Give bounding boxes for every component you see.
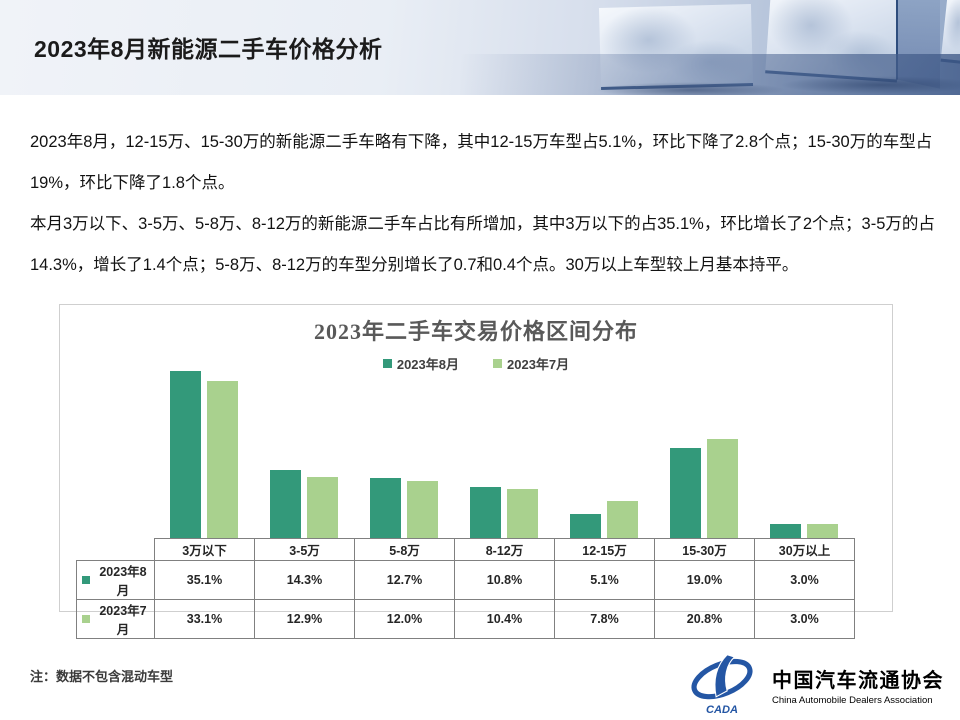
legend-label: 2023年8月 — [396, 357, 459, 372]
table-value-cell: 20.8% — [654, 599, 755, 639]
legend-swatch — [382, 359, 392, 368]
cada-logo-en: China Automobile Dealers Association — [772, 695, 933, 706]
table-row: 2023年7月 33.1% 12.9% 12.0% 10.4% 7.8% 20.8% 3.0% — [76, 599, 855, 639]
table-value-cell: 3.0% — [754, 599, 855, 639]
bar-group — [154, 367, 254, 538]
series-name: 2023年7月 — [99, 604, 147, 637]
chart-bar — [370, 477, 401, 538]
series-name: 2023年8月 — [99, 565, 147, 598]
table-value-cell: 3.0% — [754, 560, 855, 600]
table-header-cell: 5-8万 — [354, 538, 455, 561]
chart-bar — [170, 371, 201, 538]
table-value-cell: 19.0% — [654, 560, 755, 600]
bar-group — [754, 367, 854, 538]
table-corner-cell — [77, 539, 155, 561]
table-value-cell: 10.8% — [454, 560, 555, 600]
chart-bar — [807, 523, 838, 538]
chart-data-table: 3万以下 3-5万 5-8万 8-12万 12-15万 15-30万 30万以上 2023年8… — [76, 538, 855, 639]
legend-item: 2023年7月 — [493, 354, 569, 373]
table-value-cell: 12.9% — [254, 599, 355, 639]
footnote: 注：数据不包含混动车型 — [30, 669, 174, 684]
bar-group — [554, 367, 654, 538]
page-title: 2023年8月新能源二手车价格分析 — [34, 36, 383, 62]
chart-bar — [507, 488, 538, 538]
decor-shadow — [780, 76, 960, 94]
table-value-cell: 35.1% — [154, 560, 255, 600]
cada-logo: CADA 中国汽车流通协会 China Automobile Dealers A… — [680, 654, 944, 716]
table-header-cell: 12-15万 — [554, 538, 655, 561]
chart-bar — [670, 447, 701, 538]
table-value-cell: 14.3% — [254, 560, 355, 600]
table-value-cell: 12.0% — [354, 599, 455, 639]
table-value-cell: 33.1% — [154, 599, 255, 639]
legend-swatch — [493, 359, 502, 368]
chart-title: 2023年二手车交易价格区间分布 — [313, 319, 638, 344]
header-banner: 2023年8月新能源二手车价格分析 — [0, 0, 960, 95]
chart-legend: 2023年8月 2023年7月 — [60, 354, 892, 373]
cada-logo-icon: CADA — [691, 654, 753, 716]
table-value-cell: 12.7% — [354, 560, 455, 600]
chart-bar — [207, 380, 238, 538]
bar-group — [354, 367, 454, 538]
table-header-cell: 3-5万 — [254, 538, 355, 561]
table-row-label: 2023年8月 — [76, 560, 155, 600]
chart-bar — [407, 481, 438, 538]
summary-paragraph-2: 本月3万以下、3-5万、5-8万、8-12万的新能源二手车占比有所增加，其中3万… — [30, 215, 935, 274]
table-row: 2023年8月 35.1% 14.3% 12.7% 10.8% 5.1% 19.0% 3.0% — [76, 560, 855, 600]
chart-bar — [270, 470, 301, 538]
table-header-cell: 8-12万 — [454, 538, 555, 561]
table-header-cell: 15-30万 — [654, 538, 755, 561]
table-value-cell: 5.1% — [554, 560, 655, 600]
cada-logo-cn: 中国汽车流通协会 — [772, 670, 944, 692]
table-value-cell: 7.8% — [554, 599, 655, 639]
summary-text: 2023年8月，12-15万、15-30万的新能源二手车略有下降，其中12-15… — [30, 122, 935, 286]
price-distribution-chart: 2023年二手车交易价格区间分布 2023年8月 2023年7月 3万以下 3-5万… — [59, 304, 893, 639]
chart-bar — [770, 523, 801, 538]
chart-bar — [707, 439, 738, 538]
table-row-label: 2023年7月 — [76, 599, 155, 639]
chart-bar — [307, 476, 338, 538]
chart-bar — [470, 486, 501, 538]
series-key-swatch — [82, 576, 90, 584]
cada-logo-text: 中国汽车流通协会 China Automobile Dealers Associ… — [772, 664, 944, 706]
legend-label: 2023年7月 — [507, 357, 570, 372]
bar-group — [654, 367, 754, 538]
series-key-swatch — [82, 615, 90, 623]
bar-group — [254, 367, 354, 538]
chart-bar — [607, 501, 638, 538]
legend-item: 2023年8月 — [382, 354, 459, 373]
bar-group — [454, 367, 554, 538]
table-header-cell: 3万以下 — [154, 538, 255, 561]
svg-text:CADA: CADA — [706, 704, 738, 716]
chart-plot-area — [154, 367, 854, 538]
table-value-cell: 10.4% — [454, 599, 555, 639]
summary-paragraph-1: 2023年8月，12-15万、15-30万的新能源二手车略有下降，其中12-15… — [30, 133, 933, 192]
table-header-cell: 30万以上 — [754, 538, 855, 561]
chart-bar — [570, 513, 601, 538]
decor-shadow — [596, 82, 786, 95]
